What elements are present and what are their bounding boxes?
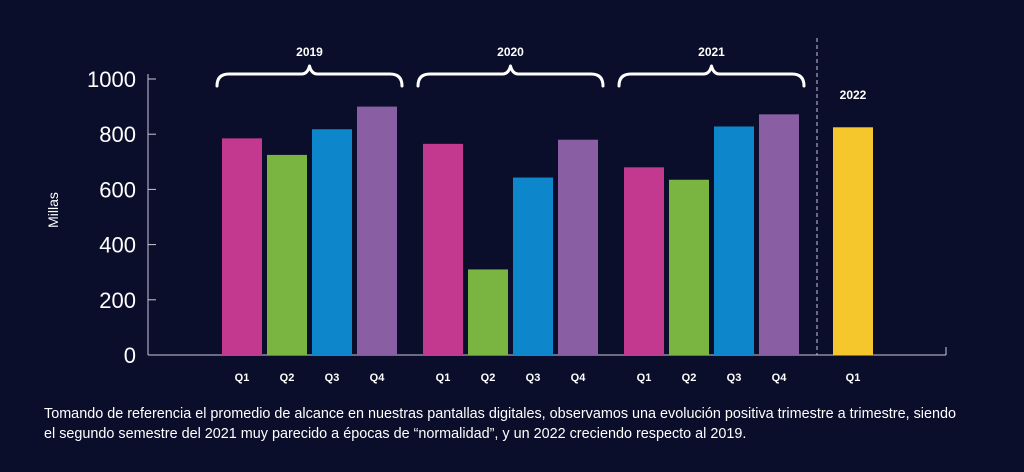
x-tick-label: Q3 <box>526 372 541 384</box>
x-axis-labels: Q1 Q2 Q3 Q4 Q1 Q2 Q3 Q4 Q1 Q2 Q3 Q4 Q1 <box>235 372 861 384</box>
x-tick-label: Q3 <box>727 372 742 384</box>
bar <box>513 177 553 355</box>
bar <box>357 106 397 355</box>
x-tick-label: Q4 <box>772 372 788 384</box>
bar <box>669 179 709 355</box>
bar <box>759 114 799 355</box>
y-tick-label: 200 <box>99 288 136 313</box>
year-brackets: 2019 2020 2021 2022 <box>215 45 867 102</box>
year-bracket <box>416 64 605 88</box>
bar-chart: 0 200 400 600 800 1000 Millas 2019 2020 2021 202… <box>45 38 947 384</box>
x-tick-label: Q4 <box>571 372 587 384</box>
bar <box>624 167 664 355</box>
bar <box>714 126 754 355</box>
x-tick-label: Q1 <box>235 372 250 384</box>
bar <box>558 139 598 355</box>
bar <box>833 127 873 355</box>
x-tick-label: Q4 <box>370 372 386 384</box>
y-tick-label: 600 <box>99 177 136 202</box>
bar <box>468 269 508 355</box>
chart-caption: Tomando de referencia el promedio de alc… <box>44 406 956 442</box>
y-axis-label: Millas <box>45 192 61 228</box>
x-tick-label: Q1 <box>846 372 861 384</box>
year-label: 2022 <box>840 88 867 102</box>
y-tick-label: 0 <box>124 343 136 368</box>
year-label: 2019 <box>296 45 323 59</box>
x-tick-label: Q1 <box>436 372 451 384</box>
y-tick-label: 800 <box>99 122 136 147</box>
y-axis-ticks: 0 200 400 600 800 1000 <box>87 67 156 368</box>
bar <box>222 138 262 355</box>
x-tick-label: Q2 <box>481 372 496 384</box>
x-tick-label: Q3 <box>325 372 340 384</box>
y-tick-label: 1000 <box>87 67 136 92</box>
year-bracket <box>617 64 806 88</box>
year-label: 2020 <box>497 45 524 59</box>
bar <box>312 129 352 355</box>
x-tick-label: Q1 <box>637 372 652 384</box>
bar <box>267 154 307 355</box>
bar <box>423 143 463 355</box>
x-tick-label: Q2 <box>682 372 697 384</box>
year-label: 2021 <box>698 45 725 59</box>
y-tick-label: 400 <box>99 233 136 258</box>
year-bracket <box>215 64 404 88</box>
x-tick-label: Q2 <box>280 372 295 384</box>
bar-series <box>222 106 873 355</box>
